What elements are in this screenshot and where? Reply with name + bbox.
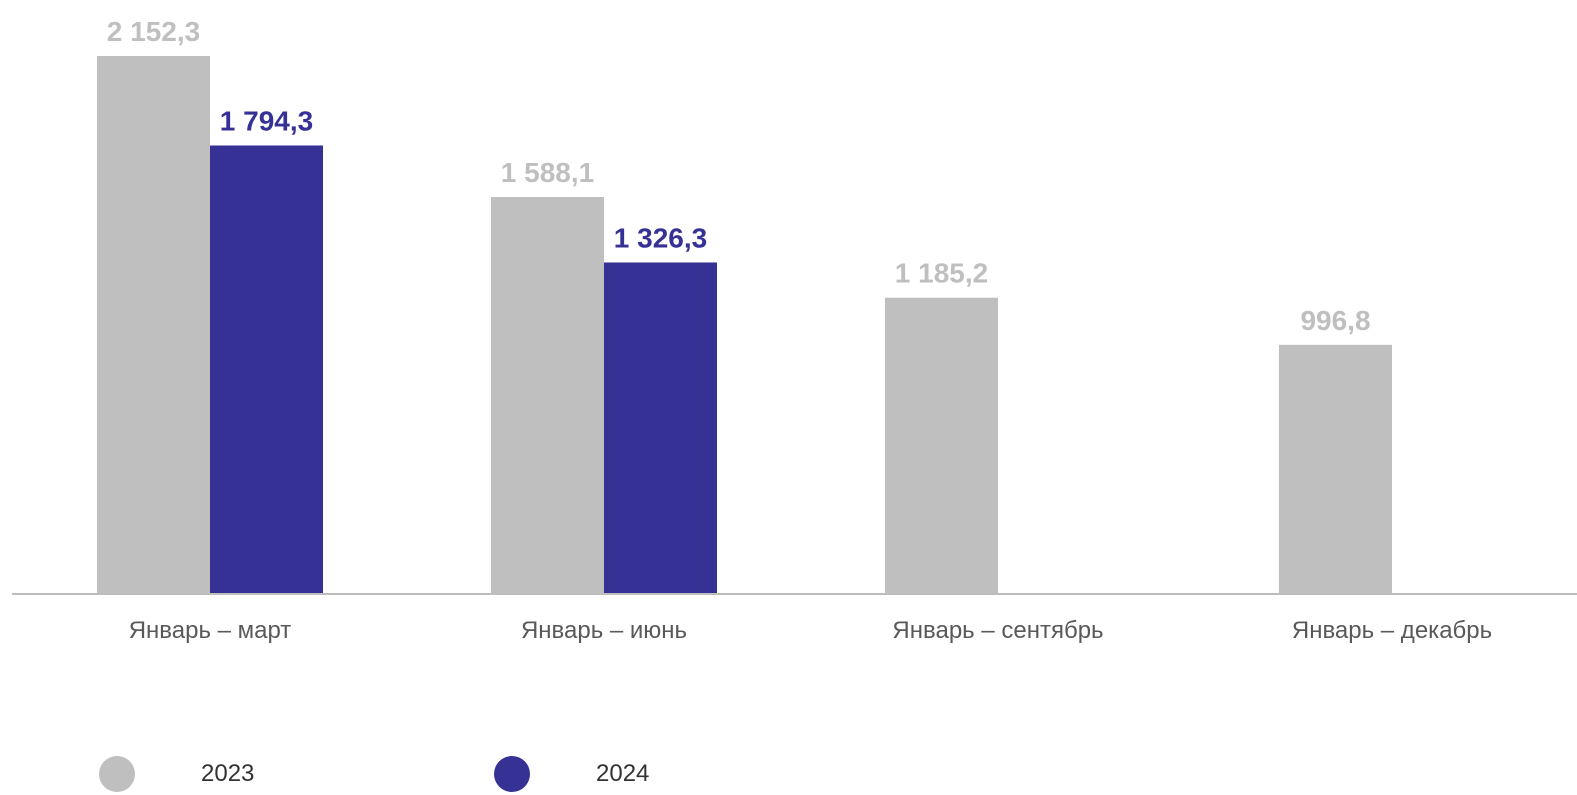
legend-item-2024: 2024	[494, 756, 649, 792]
bar-2023-2	[491, 197, 604, 594]
x-tick-label-3: Январь – сентябрь	[892, 617, 1103, 644]
legend-label-2023: 2023	[201, 760, 255, 787]
data-label-2023-4: 996,8	[1300, 305, 1370, 336]
x-tick-labels: Январь – март Январь – июнь Январь – сентя…	[129, 617, 1492, 644]
x-tick-label-1: Январь – март	[129, 617, 292, 644]
bar-2023-1	[97, 56, 210, 594]
bar-2023-3	[885, 297, 998, 594]
data-label-2024-1: 1 794,3	[220, 105, 313, 136]
bar-2023-4	[1279, 344, 1392, 594]
bar-2024-1	[210, 145, 323, 594]
x-tick-label-2: Январь – июнь	[521, 617, 687, 644]
data-label-2024-2: 1 326,3	[614, 222, 707, 253]
legend-item-2023: 2023	[99, 756, 254, 792]
bar-2024-2	[604, 262, 717, 594]
legend-swatch-2023	[99, 756, 135, 792]
legend-swatch-2024	[494, 756, 530, 792]
bars-layer	[97, 56, 1392, 594]
x-tick-label-4: Январь – декабрь	[1292, 617, 1492, 644]
data-labels-layer: 2 152,3 1 794,3 1 588,1 1 326,3 1 185,2 996,8	[107, 16, 1371, 336]
data-label-2023-3: 1 185,2	[895, 258, 988, 289]
legend-label-2024: 2024	[596, 760, 650, 787]
data-label-2023-1: 2 152,3	[107, 16, 200, 47]
data-label-2023-2: 1 588,1	[501, 157, 594, 188]
